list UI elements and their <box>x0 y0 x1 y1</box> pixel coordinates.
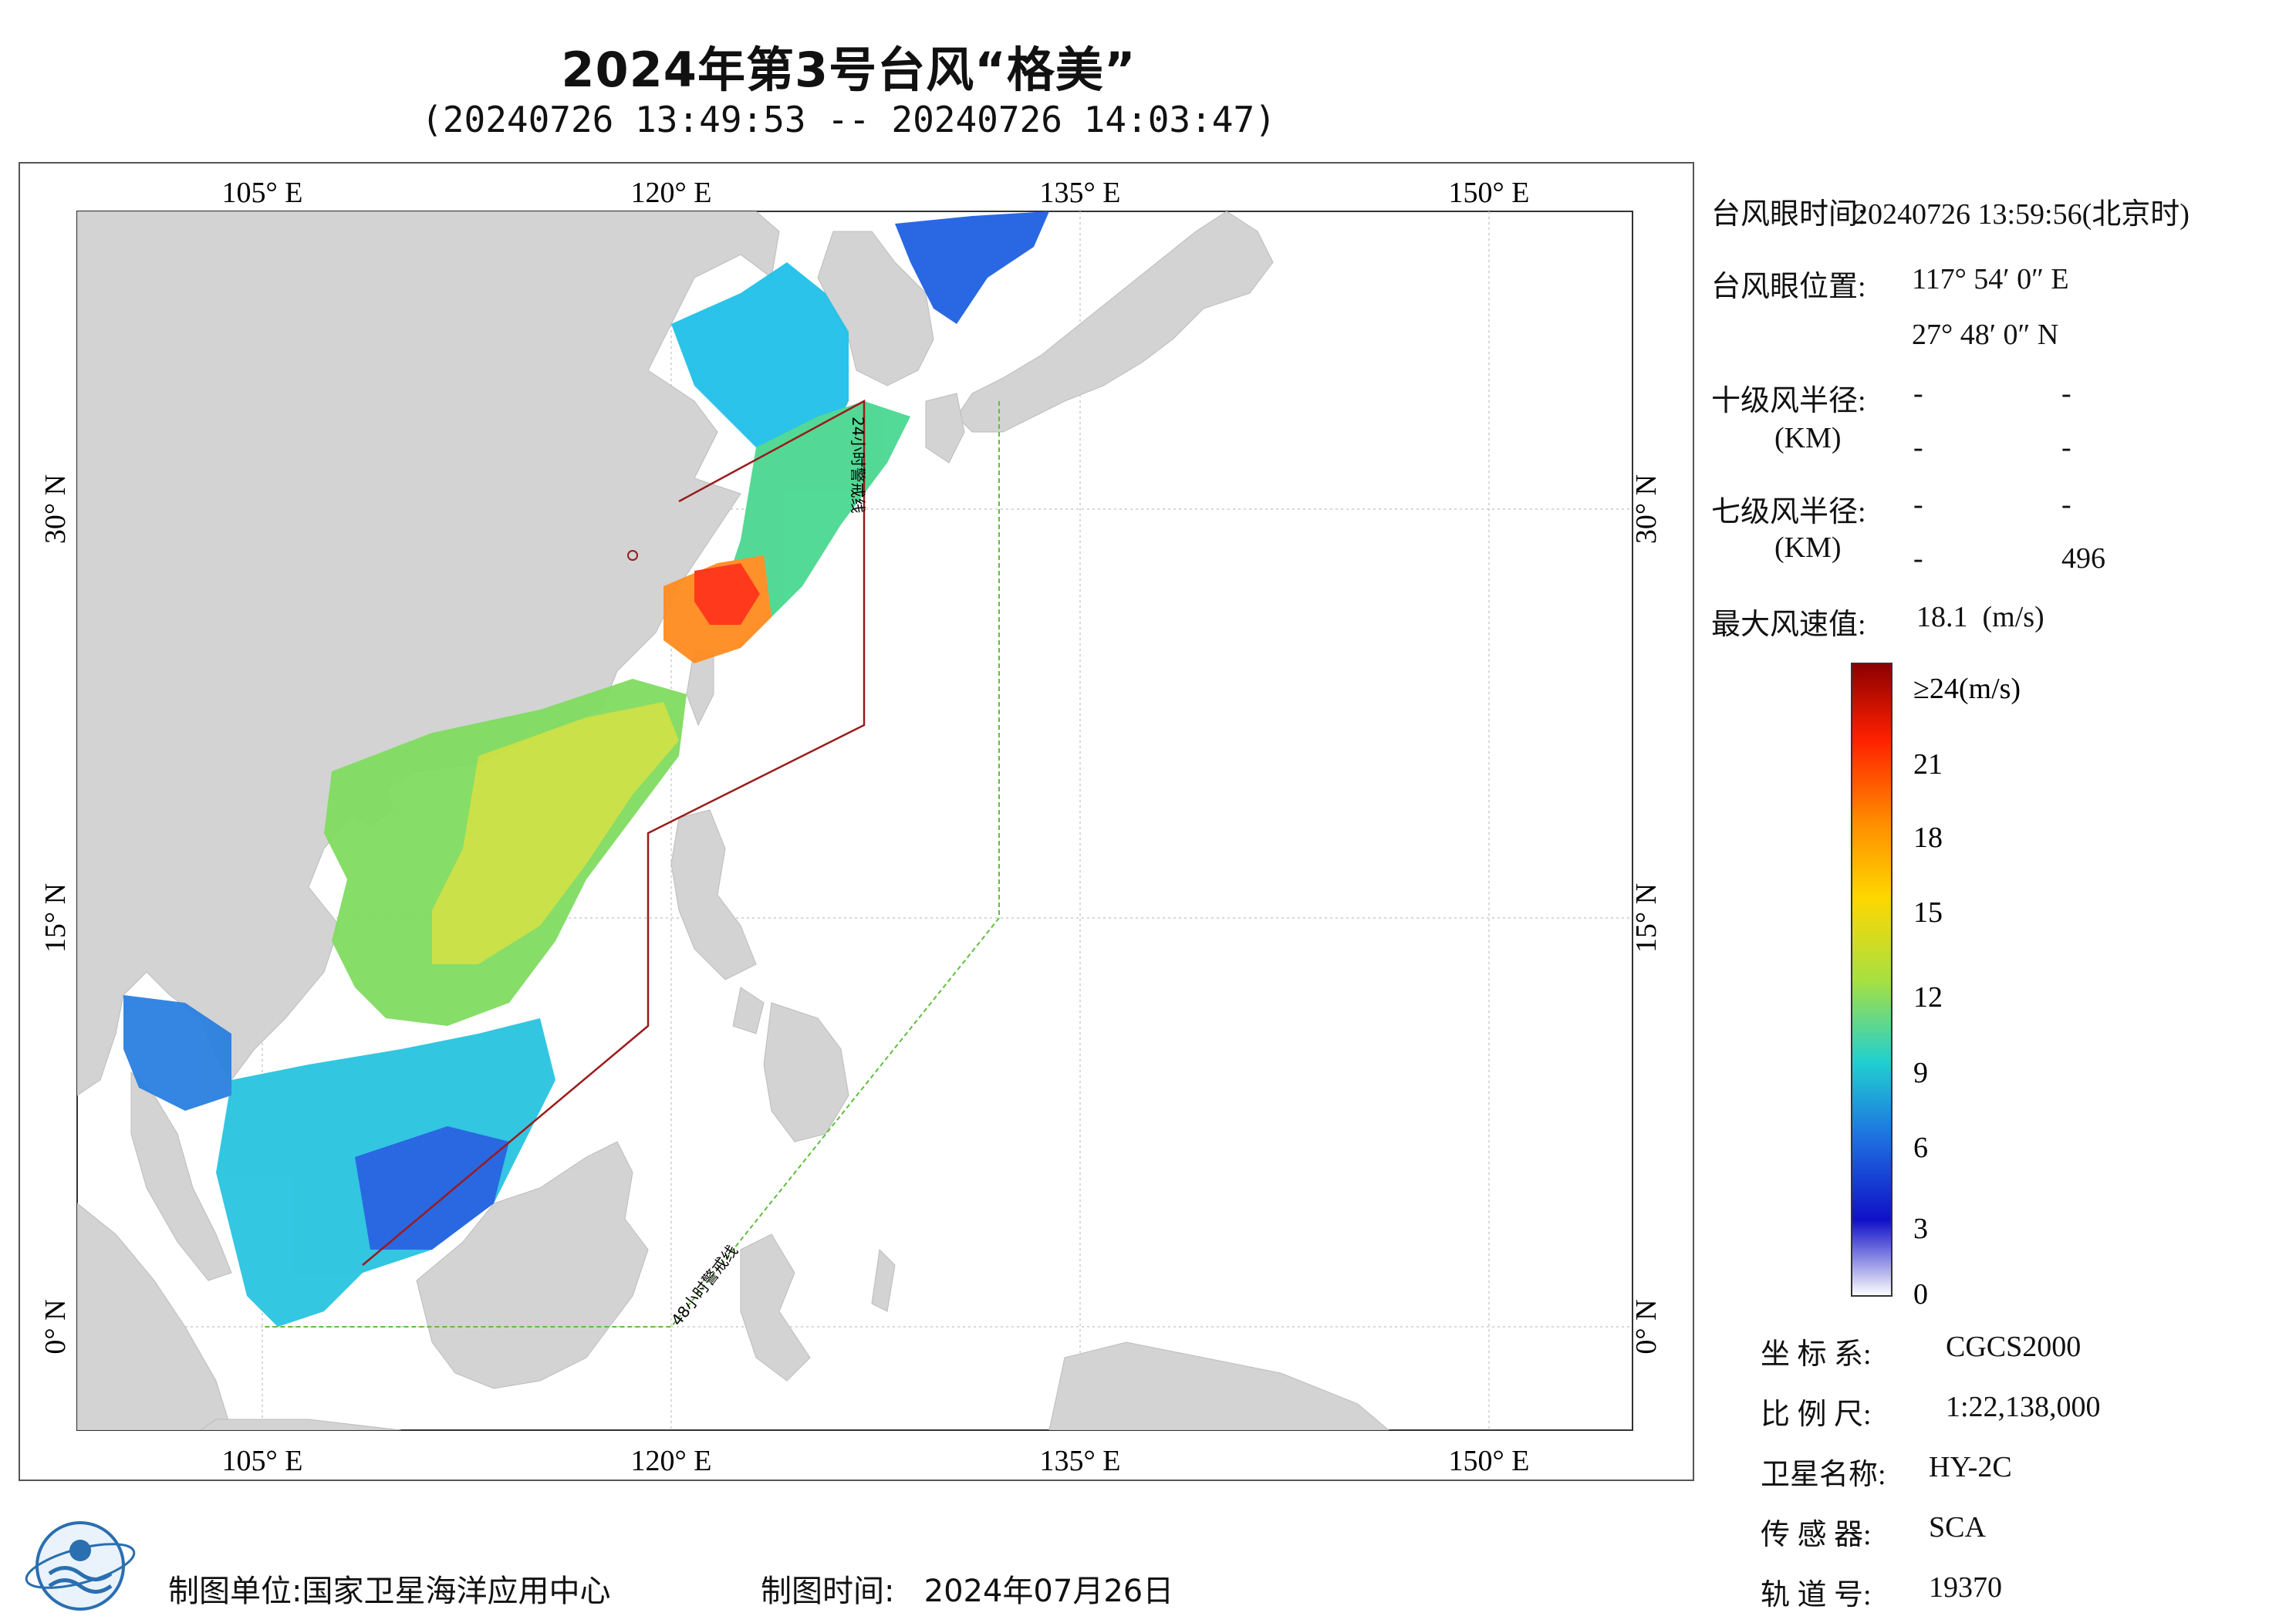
land-mindanao <box>763 1002 849 1142</box>
colorbar-label: 0 <box>1913 1278 1928 1311</box>
land-japan-kyushu <box>925 393 965 464</box>
lon-tick-top: 105° E <box>222 177 303 209</box>
warning-line-48h <box>262 401 1000 1328</box>
swath-south-blue <box>355 1126 509 1250</box>
satellite-label: 卫星名称: <box>1761 1459 1886 1491</box>
warning-line-24h-label: 24小时警戒线 <box>849 417 867 513</box>
land-luzon <box>670 809 757 980</box>
lon-tick-top: 135° E <box>1040 177 1121 209</box>
r7-value: - <box>1913 488 1923 521</box>
r7-label: 七级风半径: <box>1711 496 1866 528</box>
footer-date: 制图时间: 2024年07月26日 <box>761 1574 1174 1609</box>
scale-value: 1:22,138,000 <box>1946 1391 2101 1423</box>
land-malay <box>130 1071 232 1281</box>
eye-longitude: 117° 54′ 0″ E <box>1912 263 2069 295</box>
max-wind-label: 最大风速值: <box>1711 609 1866 641</box>
colorbar-label: 18 <box>1913 822 1943 854</box>
map-subtitle: (20240726 13:49:53 -- 20240726 14:03:47) <box>421 99 1276 140</box>
lat-tick-right: 0° N <box>1630 1299 1663 1354</box>
r10-label: 十级风半径: <box>1711 385 1866 417</box>
land-halmahera <box>871 1248 896 1312</box>
colorbar-label: ≥24(m/s) <box>1913 673 2021 705</box>
colorbar-label: 12 <box>1913 981 1943 1014</box>
lon-tick-top: 120° E <box>631 177 712 209</box>
lon-tick-bottom: 135° E <box>1040 1445 1121 1477</box>
r10-value: - <box>2061 377 2071 410</box>
lat-tick-right: 30° N <box>1630 474 1663 544</box>
swath-taiwan-core <box>694 563 760 625</box>
crs-value: CGCS2000 <box>1946 1331 2082 1363</box>
lon-tick-top: 150° E <box>1449 177 1530 209</box>
swath-japan-sea <box>895 211 1049 324</box>
scale-label: 比 例 尺: <box>1761 1399 1872 1431</box>
orbit-value: 19370 <box>1929 1571 2002 1604</box>
nsoas-logo <box>25 1521 136 1611</box>
land-sulawesi <box>740 1233 811 1382</box>
eye-time-label: 台风眼时间: <box>1711 198 1866 231</box>
land-sumatra <box>77 1203 232 1430</box>
max-wind-value: 18.1 (m/s) <box>1916 601 2044 633</box>
lat-tick-left: 30° N <box>39 474 72 544</box>
warning-line-24h <box>362 399 866 1266</box>
eye-time-value: 20240726 13:59:56(北京时) <box>1853 198 2190 231</box>
r7-unit: (KM) <box>1774 531 1842 564</box>
crs-label: 坐 标 系: <box>1761 1338 1872 1371</box>
eye-position-label: 台风眼位置: <box>1711 271 1866 303</box>
lon-tick-bottom: 105° E <box>222 1445 303 1477</box>
lat-tick-left: 15° N <box>39 883 72 953</box>
colorbar-label: 6 <box>1913 1132 1928 1164</box>
land-java <box>200 1419 402 1430</box>
orbit-label: 轨 道 号: <box>1761 1579 1872 1611</box>
colorbar-label: 15 <box>1913 896 1943 929</box>
satellite-value: HY-2C <box>1929 1451 2012 1483</box>
land-new-guinea <box>1048 1341 1389 1430</box>
footer-unit: 制图单位:国家卫星海洋应用中心 <box>168 1574 611 1609</box>
land-japan-honshu <box>956 211 1274 433</box>
typhoon-eye-marker <box>627 550 638 561</box>
r10-value: - <box>1913 377 1923 410</box>
r10-value: - <box>1913 431 1923 464</box>
lat-tick-right: 15° N <box>1630 883 1663 953</box>
lon-tick-bottom: 120° E <box>631 1445 712 1477</box>
lat-tick-left: 0° N <box>39 1299 72 1354</box>
lon-tick-bottom: 150° E <box>1449 1445 1530 1477</box>
r10-unit: (KM) <box>1774 422 1842 454</box>
colorbar-label: 3 <box>1913 1213 1928 1245</box>
colorbar-label: 9 <box>1913 1057 1928 1089</box>
wind-swath <box>123 211 1049 1327</box>
r7-value: - <box>2061 488 2071 521</box>
sensor-value: SCA <box>1929 1511 1986 1544</box>
r10-value: - <box>2061 431 2071 464</box>
swath-scs-core <box>432 702 679 964</box>
colorbar <box>1851 663 1893 1297</box>
sensor-label: 传 感 器: <box>1761 1519 1872 1551</box>
colorbar-label: 21 <box>1913 748 1943 781</box>
map-title: 2024年第3号台风“格美” <box>561 42 1136 98</box>
r7-value: 496 <box>2061 542 2105 575</box>
swath-gulf <box>123 995 231 1111</box>
eye-latitude: 27° 48′ 0″ N <box>1912 319 2059 351</box>
land-visayas <box>732 987 765 1034</box>
r7-value: - <box>1913 542 1923 575</box>
